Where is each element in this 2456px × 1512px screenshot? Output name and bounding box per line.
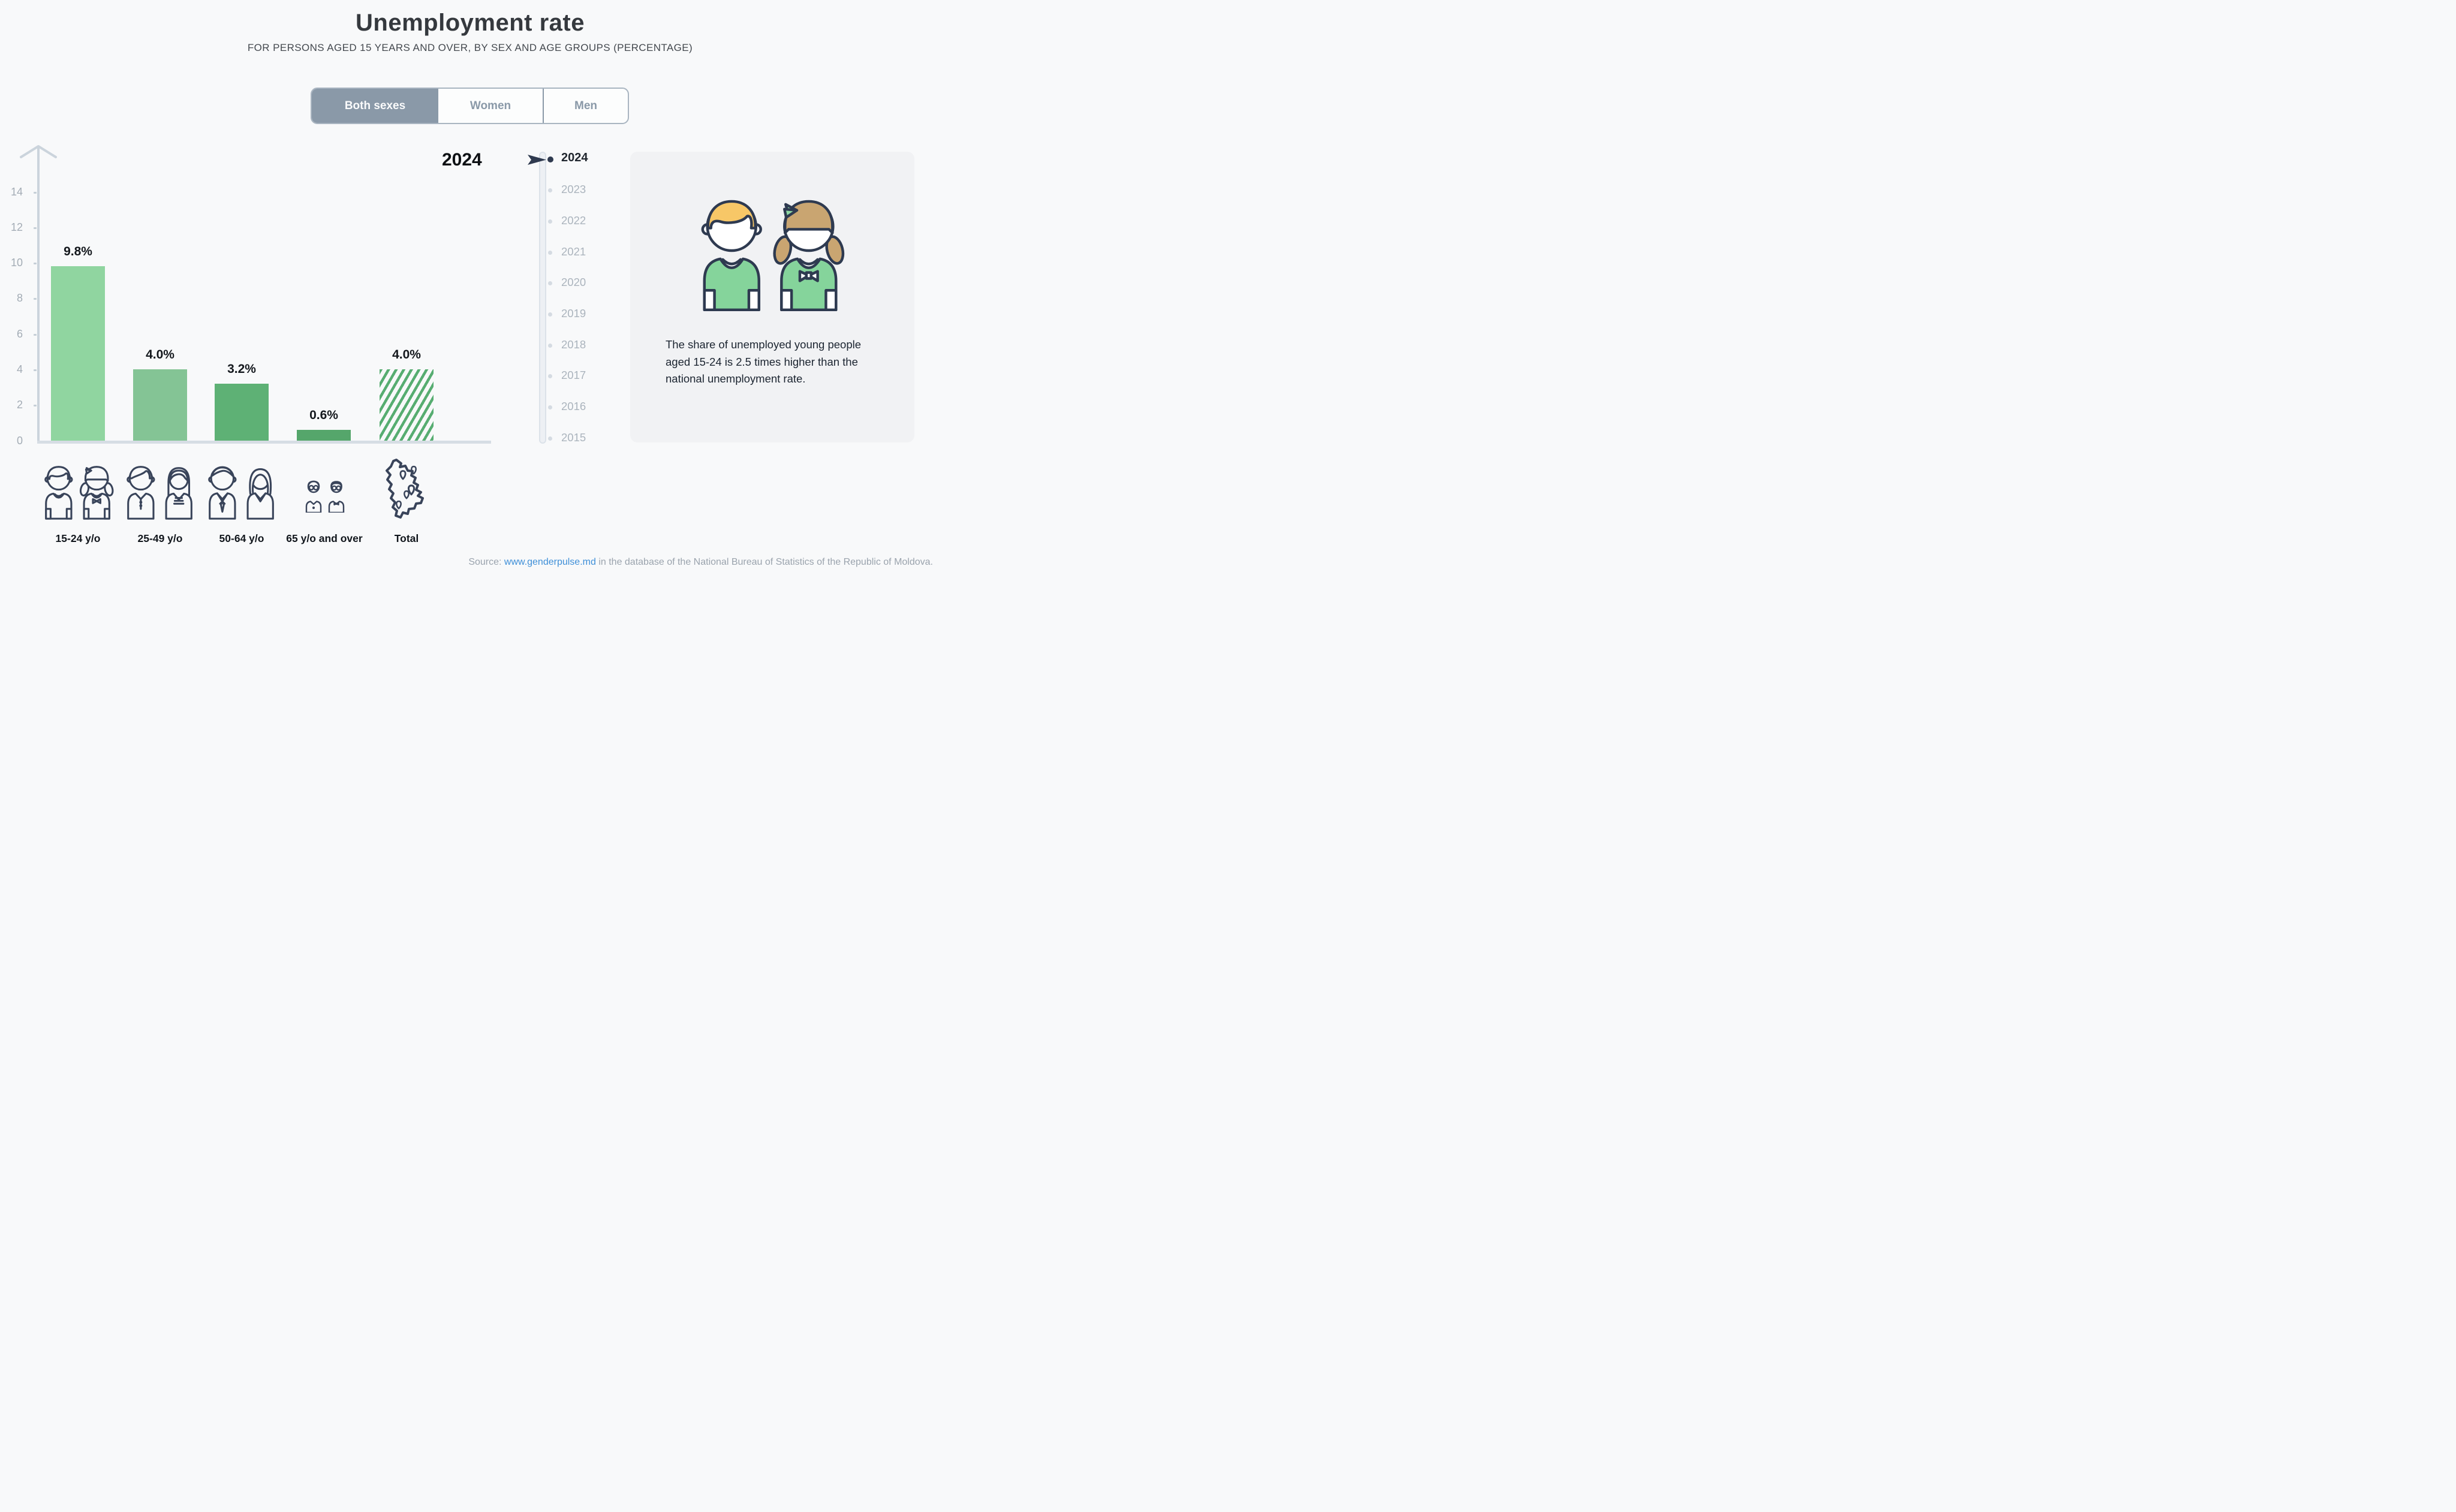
year-dot-2017[interactable] [548, 374, 552, 378]
source-note: Source: www.genderpulse.md in the databa… [468, 557, 933, 568]
year-dot-2016[interactable] [548, 405, 552, 409]
year-label-2016[interactable]: 2016 [561, 400, 586, 412]
y-tick-10: 10 [10, 257, 23, 269]
y-tick-14: 14 [10, 186, 23, 198]
y-tickmark-14 [34, 192, 37, 194]
category-label-50-64: 50-64 y/o [219, 532, 264, 544]
year-label-2017[interactable]: 2017 [561, 369, 586, 381]
year-label-2024[interactable]: 2024 [561, 151, 588, 164]
year-label-2015[interactable]: 2015 [561, 431, 586, 444]
year-dot-2019[interactable] [548, 312, 552, 317]
y-tick-6: 6 [16, 328, 23, 340]
y-tickmark-12 [34, 227, 37, 229]
value-label-25-49: 4.0% [146, 348, 174, 362]
year-dot-2024[interactable] [547, 156, 553, 162]
value-label-15-24: 9.8% [64, 245, 92, 258]
adults-pair-icon [127, 466, 192, 520]
unemployment-dashboard: Unemployment rate FOR PERSONS AGED 15 YE… [0, 0, 940, 579]
category-label-65-over: 65 y/o and over [286, 532, 363, 544]
tab-both-sexes-label: Both sexes [344, 99, 406, 112]
y-tick-0: 0 [16, 435, 23, 447]
info-card: The share of unemployed young people age… [630, 152, 914, 442]
bar-15-24[interactable] [51, 266, 105, 441]
year-label-2018[interactable]: 2018 [561, 338, 586, 351]
category-label-total: Total [394, 532, 419, 544]
x-axis-line [37, 441, 491, 444]
y-tickmark-10 [34, 263, 37, 264]
year-slider-arrow-icon[interactable] [528, 155, 546, 165]
category-label-15-24: 15-24 y/o [55, 532, 101, 544]
bar-total[interactable] [380, 369, 434, 441]
y-tick-12: 12 [10, 221, 23, 233]
bar-25-49[interactable] [133, 369, 187, 441]
seniors-pair-icon [208, 466, 274, 520]
y-tick-8: 8 [16, 292, 23, 304]
page-subtitle: FOR PERSONS AGED 15 YEARS AND OVER, BY S… [247, 42, 693, 53]
source-link[interactable]: www.genderpulse.md [504, 557, 596, 567]
tab-women-label: Women [469, 99, 511, 112]
y-tickmark-6 [34, 334, 37, 336]
value-label-50-64: 3.2% [227, 362, 256, 376]
value-label-total: 4.0% [392, 348, 421, 362]
y-tickmark-4 [34, 369, 37, 371]
young-people-illustration-icon [701, 200, 845, 311]
y-tick-2: 2 [16, 399, 23, 411]
tab-women[interactable]: Women [438, 89, 543, 123]
youth-pair-icon [44, 466, 114, 520]
tab-men-label: Men [574, 99, 597, 112]
tab-men[interactable]: Men [543, 89, 628, 123]
bar-50-64[interactable] [215, 384, 269, 441]
sex-filter-tabs: Both sexes Women Men [311, 88, 629, 124]
year-label-2019[interactable]: 2019 [561, 307, 586, 320]
year-dot-2023[interactable] [548, 188, 552, 192]
info-card-text: The share of unemployed young people age… [666, 338, 862, 385]
elderly-pair-icon [305, 480, 345, 513]
year-dot-2020[interactable] [548, 281, 552, 285]
year-label-2023[interactable]: 2023 [561, 183, 586, 195]
source-suffix: in the database of the National Bureau o… [595, 557, 933, 567]
year-label-2022[interactable]: 2022 [561, 214, 586, 227]
year-dot-2015[interactable] [548, 436, 552, 441]
category-label-25-49: 25-49 y/o [137, 532, 183, 544]
moldova-map-icon [386, 459, 424, 519]
year-label-2021[interactable]: 2021 [561, 245, 586, 258]
y-axis-line [37, 146, 40, 442]
source-prefix: Source: [468, 557, 504, 567]
year-dot-2021[interactable] [548, 251, 552, 255]
year-dot-2018[interactable] [548, 344, 552, 348]
bar-65-over[interactable] [297, 430, 351, 441]
y-tickmark-8 [34, 298, 37, 300]
y-tick-4: 4 [16, 363, 23, 375]
y-tickmark-2 [34, 405, 37, 406]
year-dot-2022[interactable] [548, 219, 552, 224]
page-title: Unemployment rate [356, 10, 585, 36]
tab-both-sexes[interactable]: Both sexes [312, 89, 438, 123]
year-label-2020[interactable]: 2020 [561, 276, 586, 288]
value-label-65-over: 0.6% [309, 408, 338, 422]
year-slider-track[interactable] [539, 152, 546, 444]
chart-year-label: 2024 [442, 150, 482, 170]
